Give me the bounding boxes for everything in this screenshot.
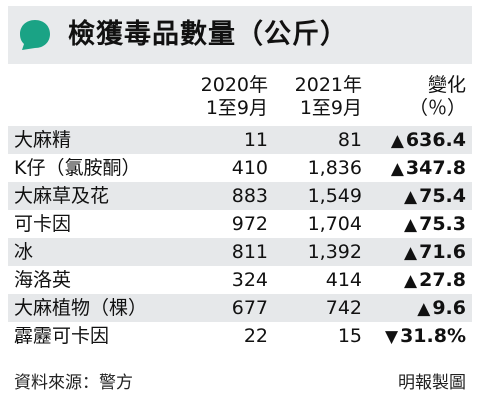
change-cell: ▲ 75.3: [404, 210, 466, 239]
value-2021: 1,704: [307, 213, 362, 235]
page-title: 檢獲毒品數量（公斤）: [68, 19, 348, 50]
column-header-2021: 2021年 1至9月: [295, 74, 362, 120]
graphic-credit: 明報製圖: [398, 373, 466, 393]
table-row: 大麻精 11 81 ▲ 636.4: [8, 126, 472, 154]
change-cell: ▲ 71.6: [404, 238, 466, 267]
source-note: 資料來源：警方: [14, 373, 133, 393]
value-2021: 1,392: [307, 241, 362, 263]
footer: 資料來源：警方 明報製圖: [8, 370, 472, 396]
column-header-2020-period: 1至9月: [205, 97, 268, 119]
value-2020: 324: [231, 269, 268, 291]
change-value: 75.3: [419, 213, 466, 235]
down-triangle-icon: ▼: [385, 327, 399, 347]
value-2020: 883: [231, 185, 268, 207]
table-row: 大麻植物（棵） 677 742 ▲ 9.6: [8, 294, 472, 322]
change-value: 31.8%: [400, 325, 466, 347]
up-triangle-icon: ▲: [390, 159, 404, 179]
speech-bubble-icon: [20, 20, 50, 50]
up-triangle-icon: ▲: [404, 243, 418, 263]
value-2020: 677: [231, 297, 268, 319]
drug-name: 大麻精: [14, 129, 72, 151]
drug-name: 大麻植物（棵）: [14, 297, 148, 319]
up-triangle-icon: ▲: [390, 131, 404, 151]
column-header-2021-period: 1至9月: [299, 97, 362, 119]
drug-name: 霹靂可卡因: [14, 325, 110, 347]
change-value: 71.6: [419, 241, 466, 263]
value-2021: 15: [337, 325, 362, 347]
drug-name: 海洛英: [14, 269, 72, 291]
value-2020: 22: [243, 325, 268, 347]
table-row: K仔（氯胺酮） 410 1,836 ▲ 347.8: [8, 154, 472, 182]
table-row: 大麻草及花 883 1,549 ▲ 75.4: [8, 182, 472, 210]
table-row: 海洛英 324 414 ▲ 27.8: [8, 266, 472, 294]
table-row: 冰 811 1,392 ▲ 71.6: [8, 238, 472, 266]
up-triangle-icon: ▲: [404, 215, 418, 235]
change-cell: ▲ 636.4: [391, 126, 466, 155]
up-triangle-icon: ▲: [417, 299, 431, 319]
change-cell: ▲ 9.6: [417, 294, 466, 323]
value-2021: 81: [337, 129, 362, 151]
value-2020: 811: [231, 241, 268, 263]
drug-name: 大麻草及花: [14, 185, 110, 207]
change-cell: ▼ 31.8%: [385, 322, 466, 351]
change-value: 9.6: [432, 297, 466, 319]
table-row: 可卡因 972 1,704 ▲ 75.3: [8, 210, 472, 238]
drug-seizure-table: 大麻精 11 81 ▲ 636.4 K仔（氯胺酮） 410 1,836 ▲ 347.8 大麻草及花 8…: [8, 126, 472, 350]
column-header-2020-year: 2020年: [200, 74, 268, 96]
value-2021: 414: [325, 269, 362, 291]
change-value: 75.4: [419, 185, 466, 207]
change-cell: ▲ 27.8: [404, 266, 466, 295]
up-triangle-icon: ▲: [404, 271, 418, 291]
value-2020: 410: [231, 157, 268, 179]
up-triangle-icon: ▲: [404, 187, 418, 207]
drug-name: K仔（氯胺酮）: [14, 157, 141, 179]
value-2020: 11: [243, 129, 268, 151]
column-header-change: 變化 （％）: [409, 74, 466, 120]
value-2021: 742: [325, 297, 362, 319]
drug-name: 可卡因: [14, 213, 72, 235]
column-header-2021-year: 2021年: [294, 74, 362, 96]
column-header-change-label: 變化: [427, 74, 466, 96]
change-value: 347.8: [405, 157, 466, 179]
change-value: 27.8: [419, 269, 466, 291]
change-value: 636.4: [405, 129, 466, 151]
value-2021: 1,549: [307, 185, 362, 207]
column-header-2020: 2020年 1至9月: [201, 74, 268, 120]
drug-name: 冰: [14, 241, 34, 263]
change-cell: ▲ 347.8: [391, 154, 466, 183]
table-row: 霹靂可卡因 22 15 ▼ 31.8%: [8, 322, 472, 350]
value-2020: 972: [231, 213, 268, 235]
column-header-change-unit: （％）: [408, 97, 466, 119]
change-cell: ▲ 75.4: [404, 182, 466, 211]
value-2021: 1,836: [307, 157, 362, 179]
title-banner: 檢獲毒品數量（公斤）: [8, 6, 472, 64]
